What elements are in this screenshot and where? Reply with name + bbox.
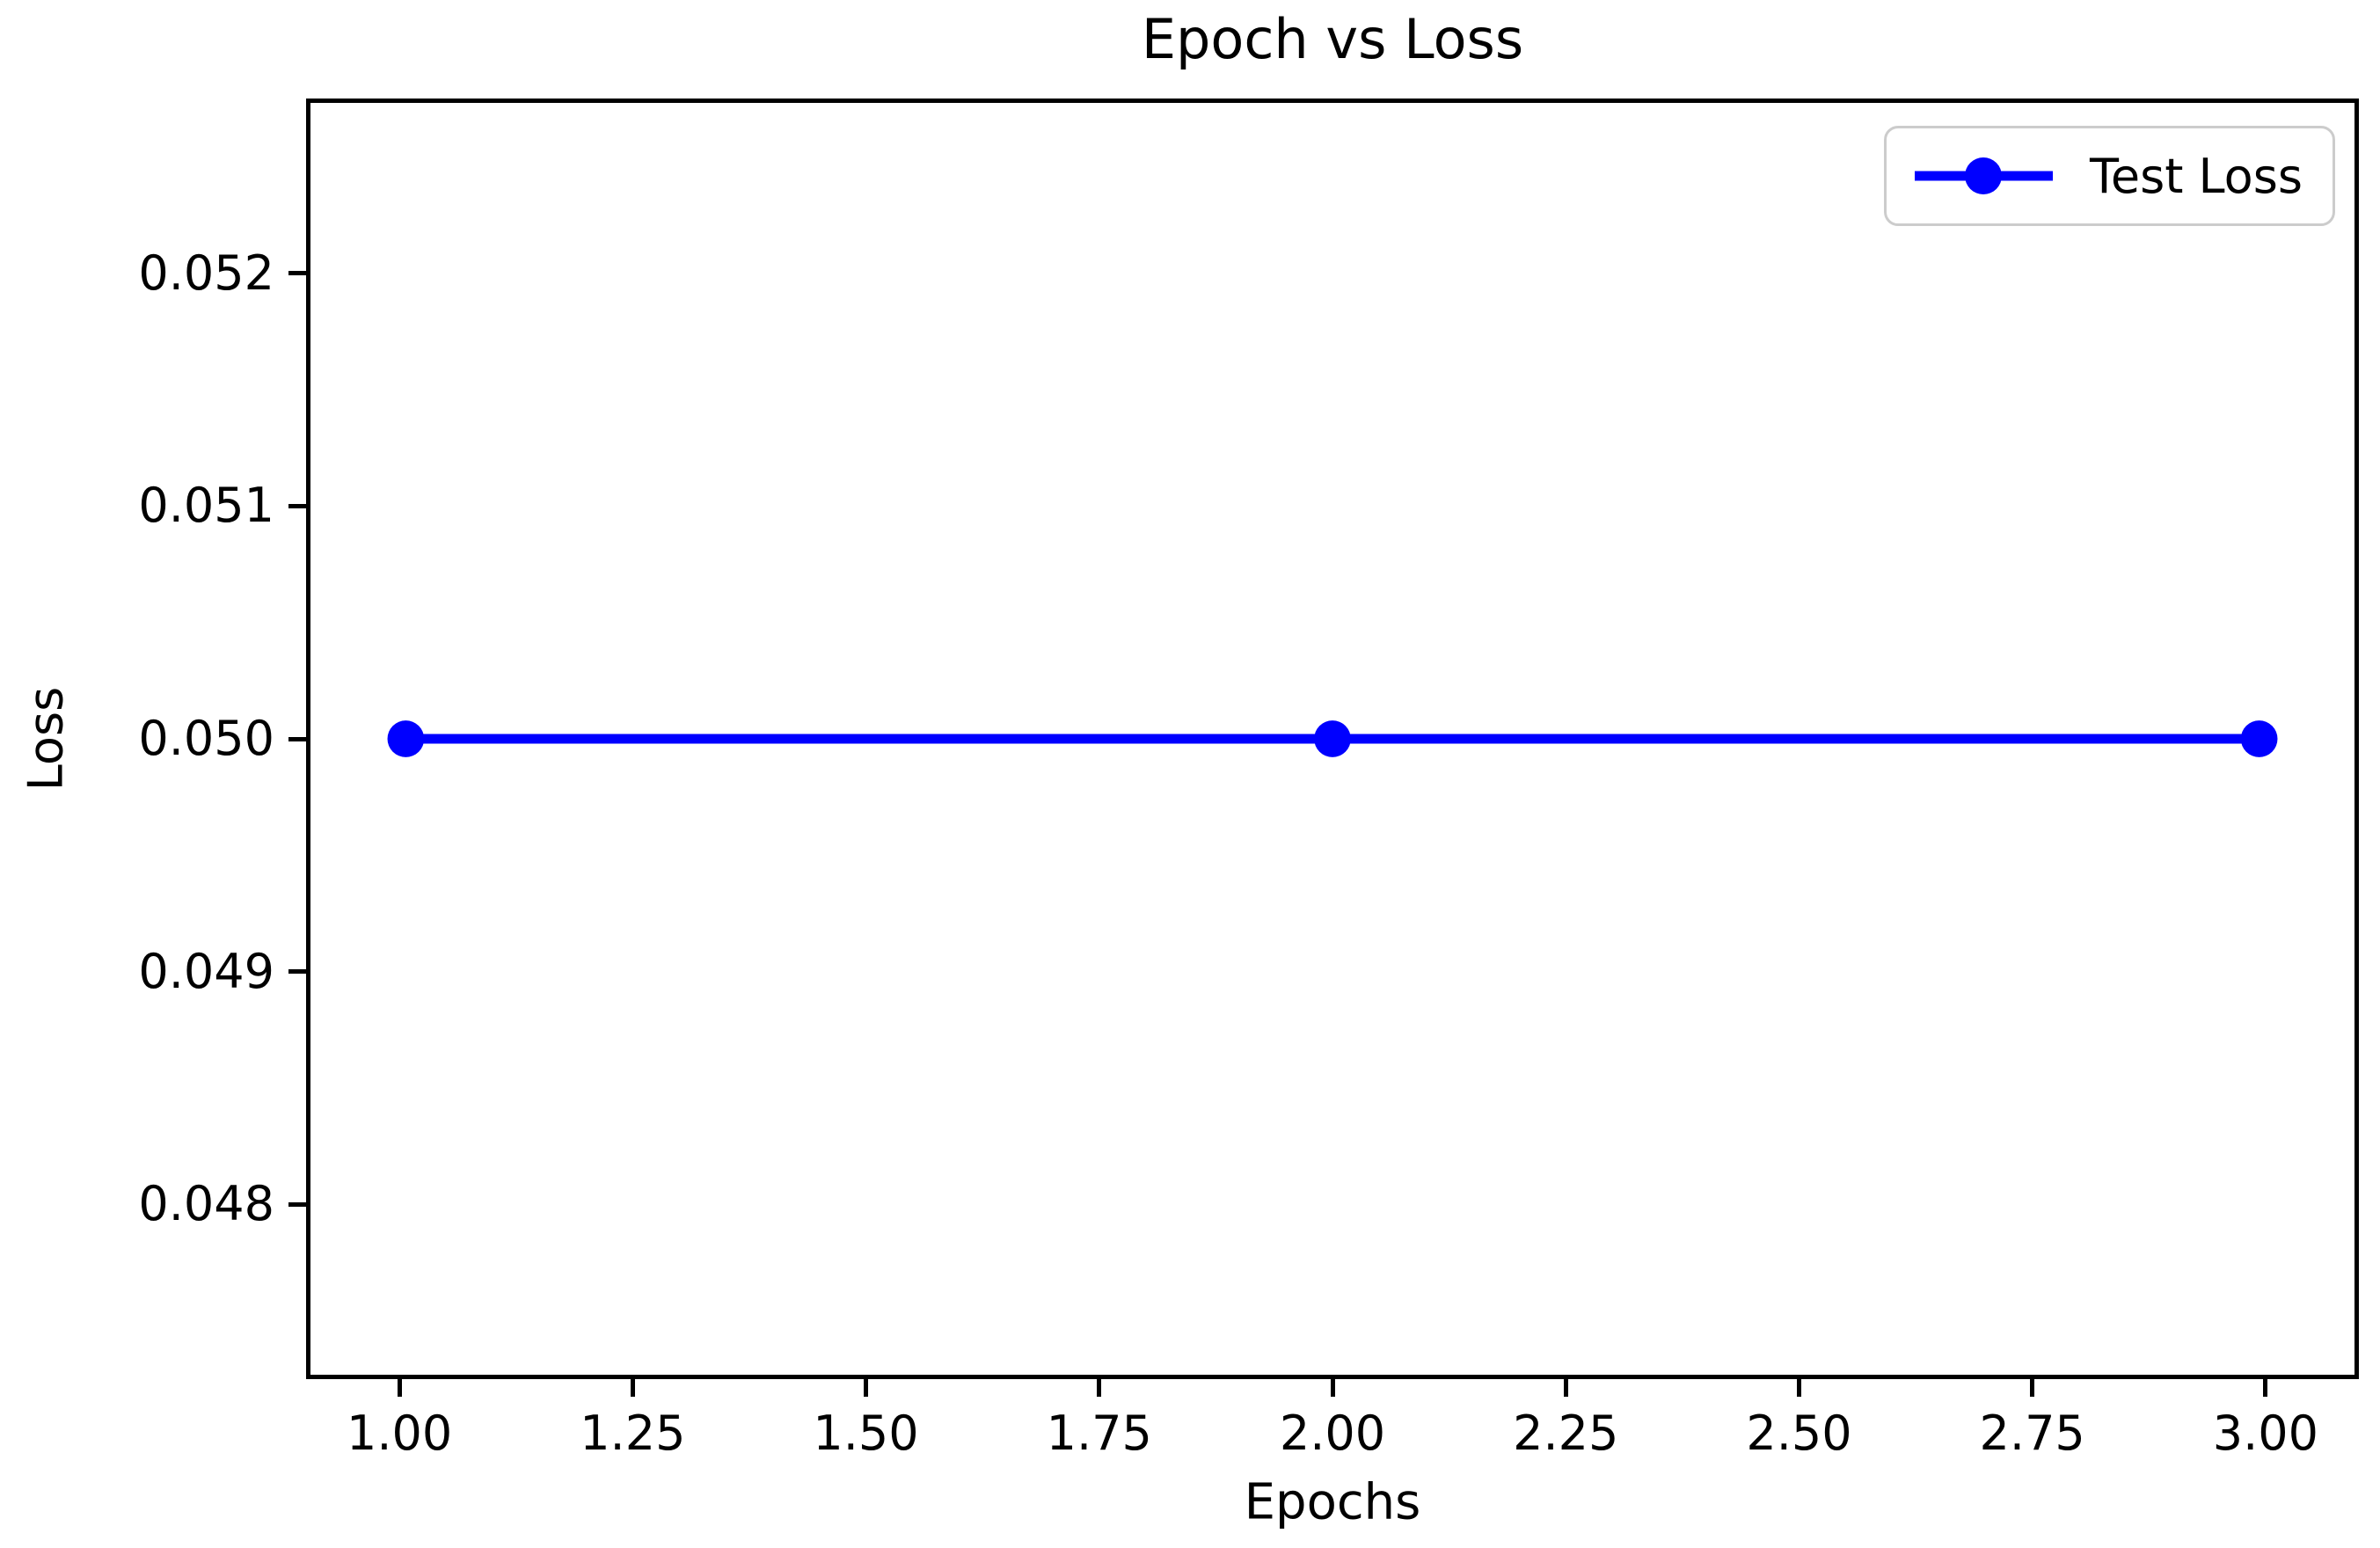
- legend-label: Test Loss: [2090, 148, 2303, 204]
- x-axis-label: Epochs: [1244, 1473, 1421, 1531]
- x-tick-mark: [2030, 1379, 2035, 1397]
- x-tick-mark: [630, 1379, 635, 1397]
- x-tick-label: 2.25: [1513, 1406, 1619, 1461]
- x-tick-label: 1.50: [813, 1406, 919, 1461]
- x-tick-mark: [1330, 1379, 1335, 1397]
- y-tick-label: 0.052: [138, 245, 274, 301]
- plot-area: Test Loss: [306, 99, 2359, 1379]
- data-point-marker: [1314, 720, 1351, 757]
- y-tick-label: 0.050: [138, 711, 274, 766]
- x-tick-label: 2.75: [1979, 1406, 2085, 1461]
- test-loss-line-series: [387, 720, 2278, 757]
- legend: Test Loss: [1884, 126, 2335, 226]
- x-tick-label: 1.25: [580, 1406, 686, 1461]
- y-tick-mark: [288, 1201, 306, 1207]
- chart-title: Epoch vs Loss: [1141, 7, 1524, 71]
- x-tick-mark: [1097, 1379, 1102, 1397]
- y-tick-label: 0.049: [138, 943, 274, 999]
- y-tick-label: 0.048: [138, 1176, 274, 1232]
- x-tick-label: 1.00: [346, 1406, 453, 1461]
- data-point-marker: [387, 720, 425, 757]
- y-tick-mark: [288, 503, 306, 508]
- y-tick-mark: [288, 736, 306, 741]
- legend-sample-marker: [1965, 157, 2003, 194]
- x-tick-label: 1.75: [1046, 1406, 1152, 1461]
- y-tick-label: 0.051: [138, 478, 274, 534]
- x-tick-mark: [864, 1379, 869, 1397]
- x-tick-mark: [397, 1379, 402, 1397]
- data-point-marker: [2240, 720, 2278, 757]
- y-tick-mark: [288, 969, 306, 975]
- y-tick-mark: [288, 271, 306, 276]
- x-tick-label: 2.00: [1279, 1406, 1386, 1461]
- x-tick-label: 3.00: [2212, 1406, 2319, 1461]
- x-tick-mark: [1563, 1379, 1568, 1397]
- legend-line-marker-icon: [1915, 157, 2054, 194]
- x-tick-mark: [2263, 1379, 2268, 1397]
- x-tick-mark: [1796, 1379, 1801, 1397]
- x-tick-label: 2.50: [1746, 1406, 1852, 1461]
